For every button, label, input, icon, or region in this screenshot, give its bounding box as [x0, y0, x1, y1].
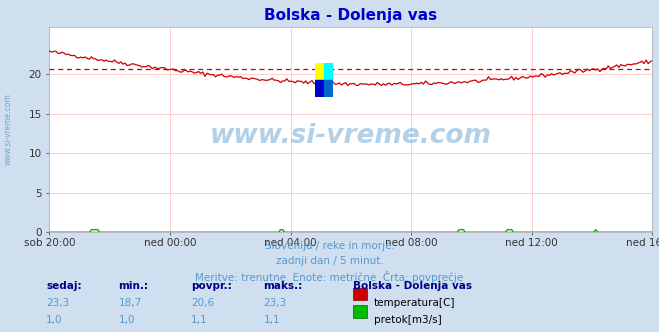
Text: 1,0: 1,0	[46, 315, 63, 325]
Text: www.si-vreme.com: www.si-vreme.com	[210, 123, 492, 149]
Text: 23,3: 23,3	[264, 298, 287, 308]
Bar	[324, 80, 333, 97]
Text: 20,6: 20,6	[191, 298, 214, 308]
Bar	[315, 63, 324, 80]
Text: sedaj:: sedaj:	[46, 281, 82, 290]
Text: 1,1: 1,1	[191, 315, 208, 325]
Text: zadnji dan / 5 minut.: zadnji dan / 5 minut.	[275, 256, 384, 266]
Title: Bolska - Dolenja vas: Bolska - Dolenja vas	[264, 8, 438, 23]
Text: pretok[m3/s]: pretok[m3/s]	[374, 315, 442, 325]
Text: 23,3: 23,3	[46, 298, 69, 308]
Text: Slovenija / reke in morje.: Slovenija / reke in morje.	[264, 241, 395, 251]
Bar	[324, 63, 333, 80]
Text: Bolska - Dolenja vas: Bolska - Dolenja vas	[353, 281, 472, 290]
Bar	[315, 80, 324, 97]
Text: 1,0: 1,0	[119, 315, 135, 325]
Text: maks.:: maks.:	[264, 281, 303, 290]
Text: min.:: min.:	[119, 281, 149, 290]
Text: 1,1: 1,1	[264, 315, 280, 325]
Text: povpr.:: povpr.:	[191, 281, 232, 290]
Text: 18,7: 18,7	[119, 298, 142, 308]
Text: temperatura[C]: temperatura[C]	[374, 298, 455, 308]
Text: Meritve: trenutne  Enote: metrične  Črta: povprečje: Meritve: trenutne Enote: metrične Črta: …	[195, 271, 464, 283]
Text: www.si-vreme.com: www.si-vreme.com	[3, 94, 13, 165]
